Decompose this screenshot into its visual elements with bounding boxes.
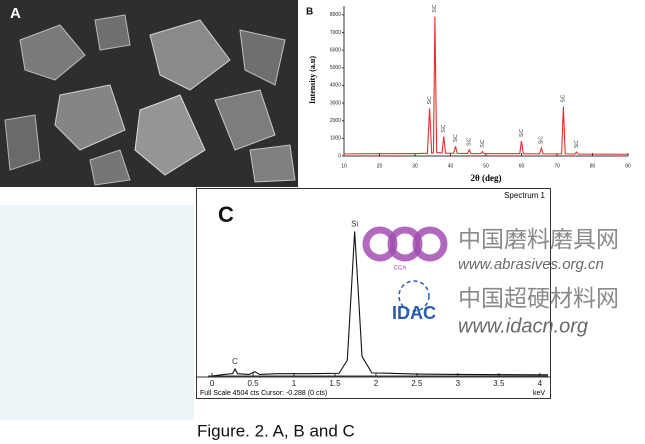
peak-label: SiC bbox=[441, 124, 447, 132]
x-tick-label: 50 bbox=[483, 163, 489, 169]
x-tick-label: 90 bbox=[625, 163, 631, 169]
x-tick-label: 0.5 bbox=[247, 379, 259, 388]
panel-label: C bbox=[218, 202, 234, 227]
x-tick-label: 80 bbox=[590, 163, 596, 169]
peak-label: SiC bbox=[480, 139, 486, 147]
y-tick-label: 1000 bbox=[330, 136, 341, 142]
logo-text: CCA bbox=[394, 266, 407, 272]
data-line bbox=[212, 231, 548, 377]
caption: Figure. 2. A, B and C bbox=[197, 421, 355, 440]
spectrum-name: Spectrum 1 bbox=[504, 191, 545, 200]
y-tick-label: 5000 bbox=[330, 65, 341, 71]
watermark-url: www.idacn.org bbox=[458, 315, 588, 337]
eds-frame bbox=[196, 188, 551, 399]
x-tick-label: 3 bbox=[456, 379, 461, 388]
watermarks: CCA 中国磨料磨具网 www.abrasives.org.cn IDAC 中国… bbox=[362, 226, 619, 337]
y-tick-label: 4000 bbox=[330, 83, 341, 89]
peak-label: SiC bbox=[539, 136, 545, 144]
peak-label: SiC bbox=[432, 4, 438, 12]
x-tick-label: 70 bbox=[554, 163, 560, 169]
y-tick-label: 2000 bbox=[330, 118, 341, 124]
x-axis-title: 2θ (deg) bbox=[471, 173, 502, 183]
y-tick-label: 6000 bbox=[330, 47, 341, 53]
peak-label: SiC bbox=[453, 134, 459, 142]
x-tick-label: 20 bbox=[377, 163, 383, 169]
y-tick-label: 7000 bbox=[330, 30, 341, 36]
y-tick-label: 3000 bbox=[330, 100, 341, 106]
x-tick-label: 3.5 bbox=[493, 379, 505, 388]
logo-text: IDAC bbox=[392, 303, 436, 323]
sem-image: A bbox=[0, 0, 298, 187]
y-axis-title: Intensity (a.u) bbox=[308, 56, 317, 104]
x-tick-label: 40 bbox=[448, 163, 454, 169]
peak-label: SiC bbox=[467, 137, 473, 145]
x-tick-label: 60 bbox=[519, 163, 525, 169]
x-tick-label: 2.5 bbox=[411, 379, 423, 388]
peak-label: SiC bbox=[519, 129, 525, 137]
watermark-text: 中国超硬材料网 bbox=[458, 285, 619, 311]
x-tick-label: 10 bbox=[341, 163, 347, 169]
watermark-url: www.abrasives.org.cn bbox=[458, 256, 604, 273]
x-axis-unit: keV bbox=[533, 390, 545, 397]
x-tick-label: 4 bbox=[538, 379, 543, 388]
panel-label: A bbox=[10, 5, 21, 22]
status-text: Full Scale 4504 cts Cursor: -0.288 (0 ct… bbox=[200, 390, 327, 397]
x-tick-label: 1.5 bbox=[329, 379, 341, 388]
watermark-text: 中国磨料磨具网 bbox=[458, 226, 619, 252]
x-tick-label: 30 bbox=[412, 163, 418, 169]
y-tick-label: 8000 bbox=[330, 12, 341, 18]
peak-label: C bbox=[232, 357, 238, 366]
peak-label: SiC bbox=[561, 94, 567, 102]
peak-label: Si bbox=[351, 220, 358, 229]
peak-label: SiC bbox=[574, 140, 580, 148]
x-tick-label: 2 bbox=[374, 379, 379, 388]
x-tick-label: 0 bbox=[210, 379, 215, 388]
x-tick-label: 1 bbox=[292, 379, 297, 388]
peak-label: SiC bbox=[427, 96, 433, 104]
data-line bbox=[343, 16, 629, 155]
panel-label: B bbox=[306, 7, 313, 18]
y-tick-label: 0 bbox=[338, 153, 341, 159]
blank-area bbox=[0, 205, 194, 420]
